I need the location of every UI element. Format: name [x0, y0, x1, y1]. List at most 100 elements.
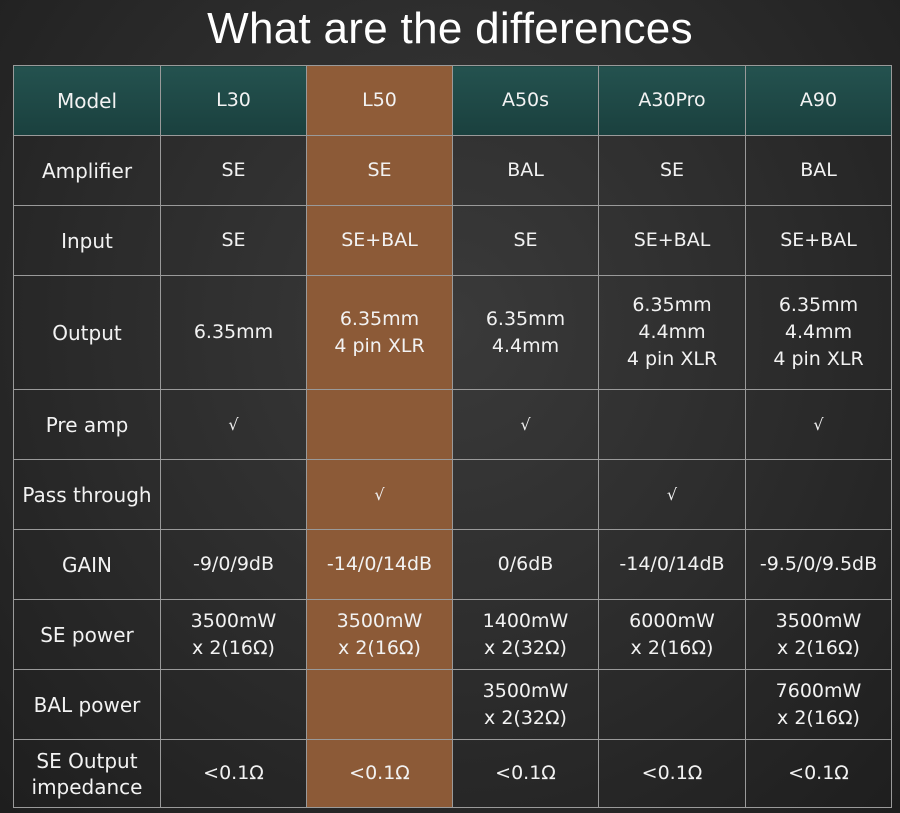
table-cell — [598, 389, 746, 460]
row-label-line: Amplifier — [41, 158, 133, 183]
cell-line: x 2(16Ω) — [192, 636, 275, 659]
cell-line: SE+BAL — [780, 229, 857, 251]
cell-line: x 2(16Ω) — [338, 636, 421, 659]
table-cell — [160, 669, 307, 740]
header-row: Model L30 L50 A50s A30Pro A90 — [13, 65, 892, 136]
row-label-line: SE power — [40, 622, 134, 647]
table-cell — [160, 459, 307, 530]
table-cell: SE — [160, 205, 307, 276]
cell-line: x 2(32Ω) — [484, 636, 567, 659]
table-cell — [306, 389, 453, 460]
cell-line: BAL — [507, 159, 544, 181]
cell-line: 6.35mm — [632, 294, 712, 316]
table-cell — [745, 459, 892, 530]
table-cell: 1400mW x 2(32Ω) — [452, 599, 599, 670]
table-cell: 3500mW x 2(16Ω) — [306, 599, 453, 670]
row-label-line: Output — [52, 320, 122, 345]
check-icon: √ — [520, 415, 531, 434]
row-label-line: Pre amp — [45, 412, 129, 437]
cell-line: SE — [659, 159, 685, 181]
cell-line: SE — [221, 229, 246, 251]
cell-line: 6.35mm — [339, 307, 420, 330]
table-cell — [452, 459, 599, 530]
table-cell: -9.5/0/9.5dB — [745, 529, 892, 600]
cell-line: BAL — [800, 159, 837, 181]
table-cell: 6.35mm 4.4mm 4 pin XLR — [745, 275, 892, 390]
cell-line: 4 pin XLR — [626, 348, 718, 370]
row-label-line: GAIN — [61, 552, 113, 577]
cell-line: <0.1Ω — [203, 762, 264, 784]
cell-line: 3500mW — [336, 609, 423, 632]
table-cell: SE — [160, 135, 307, 206]
table-cell: SE — [452, 205, 599, 276]
cell-line: 4.4mm — [638, 321, 706, 343]
cell-line: x 2(16Ω) — [777, 706, 860, 729]
row-label-line: BAL power — [33, 692, 141, 717]
cell-line: 3500mW — [482, 679, 569, 702]
table-cell: BAL — [452, 135, 599, 206]
table-cell: -14/0/14dB — [306, 529, 453, 600]
row-label: GAIN — [13, 529, 161, 600]
table-cell: <0.1Ω — [306, 739, 453, 808]
cell-line: 4 pin XLR — [773, 348, 864, 370]
row-label: Pre amp — [13, 389, 161, 460]
table-cell: √ — [745, 389, 892, 460]
table-cell: BAL — [745, 135, 892, 206]
check-icon: √ — [813, 415, 824, 434]
cell-line: -9.5/0/9.5dB — [759, 553, 878, 575]
cell-line: -14/0/14dB — [619, 553, 725, 575]
cell-line: 6.35mm — [778, 294, 859, 316]
table-cell: √ — [452, 389, 599, 460]
row-label: SE power — [13, 599, 161, 670]
row-label: Amplifier — [13, 135, 161, 206]
table-cell: -9/0/9dB — [160, 529, 307, 600]
cell-line: SE — [367, 159, 392, 181]
check-icon: √ — [228, 415, 239, 434]
header-model-l30: L30 — [160, 65, 307, 136]
cell-line: SE — [513, 229, 538, 251]
check-icon: √ — [666, 485, 678, 504]
row-label: Pass through — [13, 459, 161, 530]
table-cell: SE — [598, 135, 746, 206]
table-cell: 3500mW x 2(32Ω) — [452, 669, 599, 740]
table-row-amplifier: Amplifier SE SE BAL SE BAL — [13, 135, 892, 206]
cell-line: 6.35mm — [485, 307, 566, 330]
cell-line: -9/0/9dB — [192, 553, 275, 575]
cell-line: 4.4mm — [491, 334, 560, 357]
table-cell: √ — [598, 459, 746, 530]
table-cell — [598, 669, 746, 740]
cell-line: 4 pin XLR — [334, 334, 425, 357]
table-cell: 6000mW x 2(16Ω) — [598, 599, 746, 670]
table-cell: <0.1Ω — [452, 739, 599, 808]
table-row-pass-through: Pass through √ √ — [13, 459, 892, 530]
cell-line: <0.1Ω — [788, 762, 849, 784]
cell-line: 1400mW — [482, 609, 569, 632]
table-row-se-output-impedance: SE Output impedance <0.1Ω <0.1Ω <0.1Ω <0.1Ω <0… — [13, 739, 892, 808]
table-cell: SE+BAL — [745, 205, 892, 276]
table-cell: -14/0/14dB — [598, 529, 746, 600]
cell-line: -14/0/14dB — [326, 553, 433, 575]
cell-line: x 2(16Ω) — [630, 636, 714, 659]
table-row-gain: GAIN -9/0/9dB -14/0/14dB 0/6dB -14/0/14dB -9.… — [13, 529, 892, 600]
row-label-line: SE Output — [36, 748, 138, 773]
table-cell: 6.35mm — [160, 275, 307, 390]
table-cell: 3500mW x 2(16Ω) — [745, 599, 892, 670]
row-label: SE Output impedance — [13, 739, 161, 808]
cell-line: 4.4mm — [784, 321, 853, 343]
table-cell: 6.35mm 4.4mm 4 pin XLR — [598, 275, 746, 390]
table-row-pre-amp: Pre amp √ √ √ — [13, 389, 892, 460]
cell-line: 6.35mm — [193, 321, 274, 343]
table-cell: 7600mW x 2(16Ω) — [745, 669, 892, 740]
cell-line: 3500mW — [775, 609, 862, 632]
row-label-line: Input — [61, 228, 113, 253]
cell-line: 3500mW — [190, 609, 277, 632]
header-model-a50s: A50s — [452, 65, 599, 136]
table-cell — [306, 669, 453, 740]
cell-line: SE — [221, 159, 246, 181]
table-cell: 6.35mm 4 pin XLR — [306, 275, 453, 390]
cell-line: x 2(16Ω) — [777, 636, 860, 659]
table-cell: √ — [306, 459, 453, 530]
table-cell: SE+BAL — [598, 205, 746, 276]
table-row-bal-power: BAL power 3500mW x 2(32Ω) 7600mW x 2(16Ω) — [13, 669, 892, 740]
cell-line: x 2(32Ω) — [484, 706, 567, 729]
